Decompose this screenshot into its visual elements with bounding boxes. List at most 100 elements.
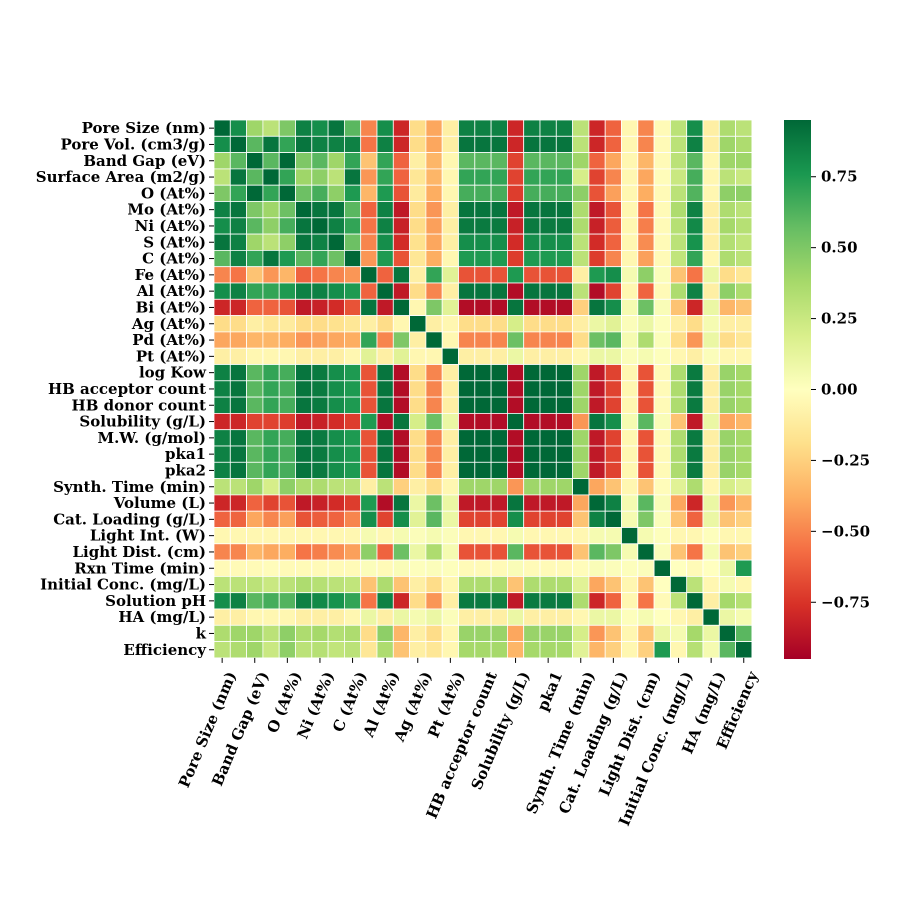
heatmap-cell [441, 315, 459, 333]
heatmap-cell [441, 249, 459, 268]
heatmap-cell [506, 592, 525, 610]
heatmap-cell [458, 592, 476, 610]
heatmap-cell [311, 527, 329, 545]
heatmap-cell [539, 396, 557, 414]
heatmap-cell [686, 298, 704, 316]
heatmap-cell [295, 559, 313, 577]
heatmap-cell [327, 641, 345, 659]
heatmap-cell [523, 396, 541, 414]
heatmap-cell [490, 331, 508, 349]
heatmap-cell [376, 119, 394, 137]
heatmap-cell [735, 201, 753, 219]
heatmap-cell [637, 201, 655, 219]
heatmap-cell [588, 217, 606, 235]
heatmap-cell [572, 119, 590, 137]
heatmap-cell [262, 119, 280, 137]
heatmap-cell [523, 527, 541, 545]
colorbar [784, 120, 811, 659]
heatmap-cell [311, 624, 329, 642]
heatmap-cell [686, 624, 704, 642]
heatmap-cell [718, 233, 736, 251]
heatmap-cell [246, 168, 264, 186]
heatmap-cell [278, 478, 296, 496]
heatmap-cell [637, 461, 655, 479]
heatmap-cell [425, 608, 443, 626]
heatmap-cell [702, 119, 720, 137]
heatmap-cell [229, 233, 248, 251]
heatmap-cell [425, 624, 443, 642]
heatmap-cell [376, 282, 394, 300]
y-tick-label: Fe (At%) [135, 266, 206, 284]
heatmap-cell [637, 543, 655, 561]
heatmap-cell [343, 266, 362, 284]
heatmap-cell [572, 510, 590, 528]
heatmap-cell [311, 559, 329, 577]
heatmap-cell [637, 445, 655, 463]
heatmap-cell [246, 315, 264, 333]
heatmap-cell [213, 249, 231, 268]
y-tick-label: Cat. Loading (g/L) [53, 510, 206, 528]
heatmap-cell [278, 266, 296, 284]
heatmap-cell [621, 282, 639, 300]
heatmap-cell [506, 429, 525, 447]
heatmap-cell [637, 608, 655, 626]
heatmap-cell [229, 624, 248, 642]
heatmap-cell [392, 641, 410, 659]
heatmap-cell [604, 184, 622, 202]
heatmap-cell [490, 543, 508, 561]
heatmap-cell [295, 119, 313, 137]
heatmap-cell [490, 641, 508, 659]
heatmap-cell [686, 347, 704, 365]
heatmap-cell [425, 478, 443, 496]
heatmap-cell [702, 298, 720, 316]
heatmap-cell [604, 608, 622, 626]
heatmap-cell [376, 429, 394, 447]
heatmap-cell [295, 135, 313, 154]
heatmap-cell [637, 478, 655, 496]
heatmap-cell [246, 380, 264, 398]
heatmap-cell [213, 201, 231, 219]
heatmap-cell [229, 217, 248, 235]
heatmap-cell [327, 168, 345, 186]
heatmap-cell [392, 624, 410, 642]
heatmap-cell [360, 494, 378, 512]
heatmap-cell [376, 576, 394, 594]
heatmap-cell [490, 347, 508, 365]
heatmap-cell [376, 135, 394, 154]
heatmap-cell [670, 184, 688, 202]
heatmap-cell [441, 331, 459, 349]
heatmap-cell [686, 217, 704, 235]
heatmap-cell [686, 429, 704, 447]
heatmap-cell [295, 412, 313, 431]
heatmap-cell [572, 282, 590, 300]
heatmap-cell [539, 184, 557, 202]
heatmap-cell [392, 347, 410, 365]
heatmap-cell [506, 543, 525, 561]
heatmap-cell [474, 494, 492, 512]
heatmap-cell [474, 478, 492, 496]
heatmap-cell [409, 478, 427, 496]
heatmap-cell [490, 527, 508, 545]
heatmap-cell [653, 494, 671, 512]
heatmap-cell [670, 543, 688, 561]
heatmap-cell [735, 152, 753, 170]
heatmap-cell [392, 201, 410, 219]
heatmap-cell [670, 364, 688, 382]
y-tick-label: Pd (At%) [132, 331, 206, 349]
heatmap-cell [572, 184, 590, 202]
heatmap-cell [604, 380, 622, 398]
y-tick-label: O (At%) [141, 184, 206, 202]
heatmap-cell [425, 396, 443, 414]
heatmap-cell [474, 576, 492, 594]
heatmap-cell [555, 543, 573, 561]
heatmap-cell [262, 331, 280, 349]
heatmap-cell [343, 119, 362, 137]
heatmap-cell [604, 347, 622, 365]
heatmap-cell [506, 608, 525, 626]
heatmap-cell [523, 608, 541, 626]
heatmap-cell [718, 559, 736, 577]
heatmap-cell [376, 217, 394, 235]
heatmap-cell [213, 233, 231, 251]
heatmap-cell [327, 396, 345, 414]
